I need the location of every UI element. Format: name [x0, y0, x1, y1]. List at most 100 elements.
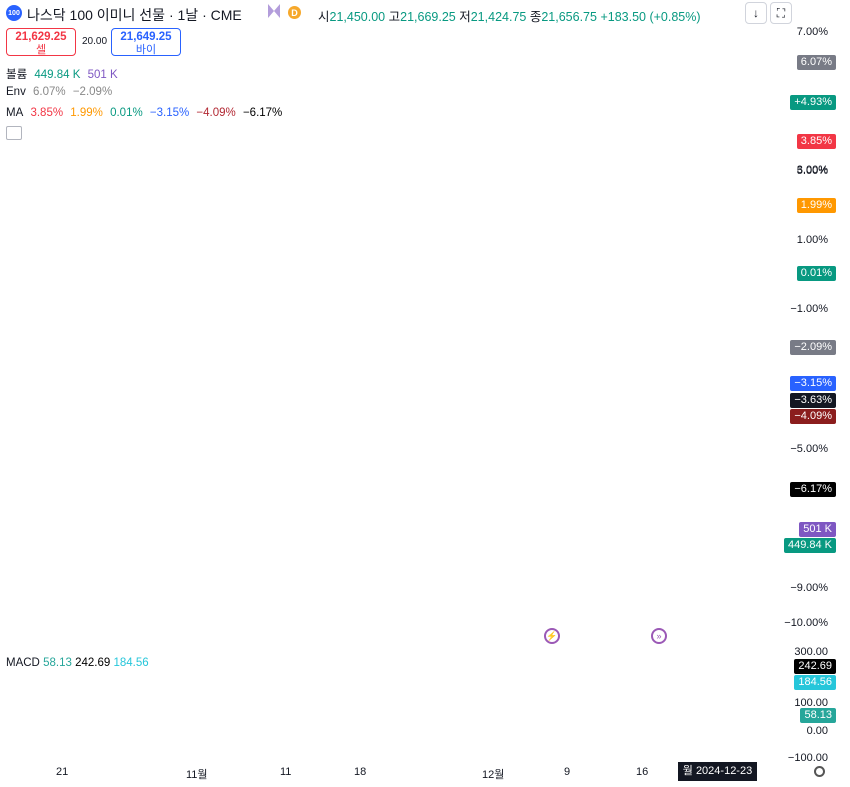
volume-bar	[53, 543, 68, 650]
time-label-16: 16	[636, 766, 649, 778]
volume-bar	[513, 527, 528, 650]
axis-tick-1: 1.00%	[796, 234, 828, 246]
volume-bar	[380, 508, 395, 650]
forward-event-icon[interactable]: »	[651, 628, 667, 644]
symbol-title[interactable]: 나스닥 100 이미니 선물 · 1날 · CME	[27, 7, 242, 23]
chart-header: 100 나스닥 100 이미니 선물 · 1날 · CME D 시21,450.…	[0, 0, 790, 26]
volume-axis-label: 449.84 K	[783, 538, 836, 553]
candle-body	[307, 172, 319, 183]
low-value: 21,424.75	[470, 10, 527, 24]
candle-body	[366, 262, 378, 287]
ma6-value: −6.17%	[242, 107, 283, 119]
ma1-value: 3.85%	[30, 107, 64, 119]
signal-axis-label: 184.56	[794, 675, 836, 690]
axis-tick-7: 7.00%	[796, 26, 828, 38]
candle-body	[247, 172, 259, 232]
ma-line-3	[0, 272, 566, 413]
candle-body	[158, 245, 170, 277]
macd-hist-bar	[350, 727, 365, 730]
envelope-lower-line	[0, 345, 566, 493]
volume-ma-axis-label: 501 K	[799, 522, 836, 537]
volume-bar	[365, 477, 380, 650]
volume-bar	[454, 503, 469, 650]
ma2-value: 1.99%	[70, 107, 103, 119]
volume-legend-value: 449.84 K	[34, 69, 81, 81]
high-value: 21,669.25	[400, 10, 456, 24]
close-label: 종	[529, 10, 542, 24]
envelope-legend-label: Env	[6, 86, 26, 98]
macd-hist-bar	[83, 730, 98, 734]
macd-tick-m100: −100.00	[787, 752, 828, 764]
macd-hist-bar	[97, 730, 112, 736]
envelope-lower-value: −2.09%	[72, 86, 113, 98]
macd-hist-bar	[558, 718, 573, 730]
lightning-event-icon[interactable]: ⚡	[544, 628, 560, 644]
ma-legend-label: MA	[6, 107, 24, 119]
volume-bar	[409, 482, 424, 650]
envelope-legend[interactable]: Env 6.07% −2.09%	[6, 86, 116, 98]
change-value: +183.50 (+0.85%)	[600, 10, 701, 24]
axis-tick-m9: −9.00%	[790, 582, 828, 594]
download-button[interactable]: ↓	[745, 2, 767, 24]
volume-bar	[157, 510, 172, 650]
candle-body	[381, 252, 393, 263]
volume-bar	[469, 510, 484, 650]
macd-hist-bar	[231, 730, 246, 740]
macd-hist-bar	[409, 730, 424, 735]
candle-body	[544, 116, 556, 127]
macd-hist-bar	[8, 728, 23, 730]
candle-body	[441, 213, 452, 228]
ma-line-6	[0, 487, 566, 594]
candle-body	[40, 276, 52, 284]
macd-tick-100: 100.00	[794, 697, 828, 709]
macd-legend-label: MACD	[6, 657, 40, 669]
macd-hist-bar	[157, 730, 172, 734]
volume-bar	[558, 543, 573, 650]
volume-bar	[83, 515, 98, 650]
macd-hist-bar	[380, 730, 395, 733]
ma4-value: −3.15%	[149, 107, 190, 119]
collapse-legend-button[interactable]	[6, 126, 22, 140]
ma-legend[interactable]: MA 3.85% 1.99% 0.01% −3.15% −4.09% −6.17…	[6, 107, 286, 119]
candle-body	[277, 161, 289, 166]
candle-body	[455, 210, 467, 239]
bowtie-icon[interactable]	[268, 4, 280, 18]
ma4-axis-label: −3.15%	[790, 376, 836, 391]
buy-label: 바이	[135, 44, 157, 56]
crosshair-date-label: 월 2024-12-23	[678, 762, 757, 781]
candle-body	[173, 283, 185, 406]
macd-tick-300: 300.00	[794, 646, 828, 658]
macd-hist-bar	[484, 730, 499, 732]
crosshair-axis-label: −3.63%	[790, 393, 836, 408]
ma5-value: −4.09%	[196, 107, 236, 119]
open-value: 21,450.00	[329, 10, 386, 24]
time-label-9: 9	[564, 766, 571, 778]
symbol-logo[interactable]: 100	[6, 5, 22, 21]
axis-tick-5: 5.00%	[796, 165, 828, 177]
time-label-nov: 11월	[186, 769, 208, 781]
candle-body	[515, 147, 527, 169]
volume-bar	[424, 494, 439, 650]
candle-body	[25, 286, 37, 301]
macd-hist-bar	[216, 730, 231, 741]
macd-hist-bar	[38, 730, 53, 732]
candle-body	[500, 158, 512, 193]
volume-bar	[261, 498, 276, 650]
candle-body	[337, 210, 349, 291]
sell-label: 셀	[35, 44, 47, 56]
ma6-axis-label: −6.17%	[790, 482, 836, 497]
sell-button[interactable]: 21,629.25 셀	[6, 28, 76, 56]
volume-legend[interactable]: 볼륨 449.84 K 501 K	[6, 66, 122, 82]
volume-bar	[187, 465, 202, 650]
candle-body	[351, 269, 363, 291]
envelope-band	[1, 61, 566, 493]
d-badge[interactable]: D	[288, 6, 301, 19]
volume-bar	[38, 508, 53, 650]
macd-hist-bar	[201, 730, 216, 739]
candle-body	[0, 259, 7, 301]
settings-gear-icon[interactable]	[814, 766, 825, 777]
candle-body	[10, 297, 22, 305]
fullscreen-button[interactable]: ⛶	[770, 2, 792, 24]
buy-button[interactable]: 21,649.25 바이	[111, 28, 181, 56]
macd-legend[interactable]: MACD 58.13 242.69 184.56	[6, 657, 149, 669]
